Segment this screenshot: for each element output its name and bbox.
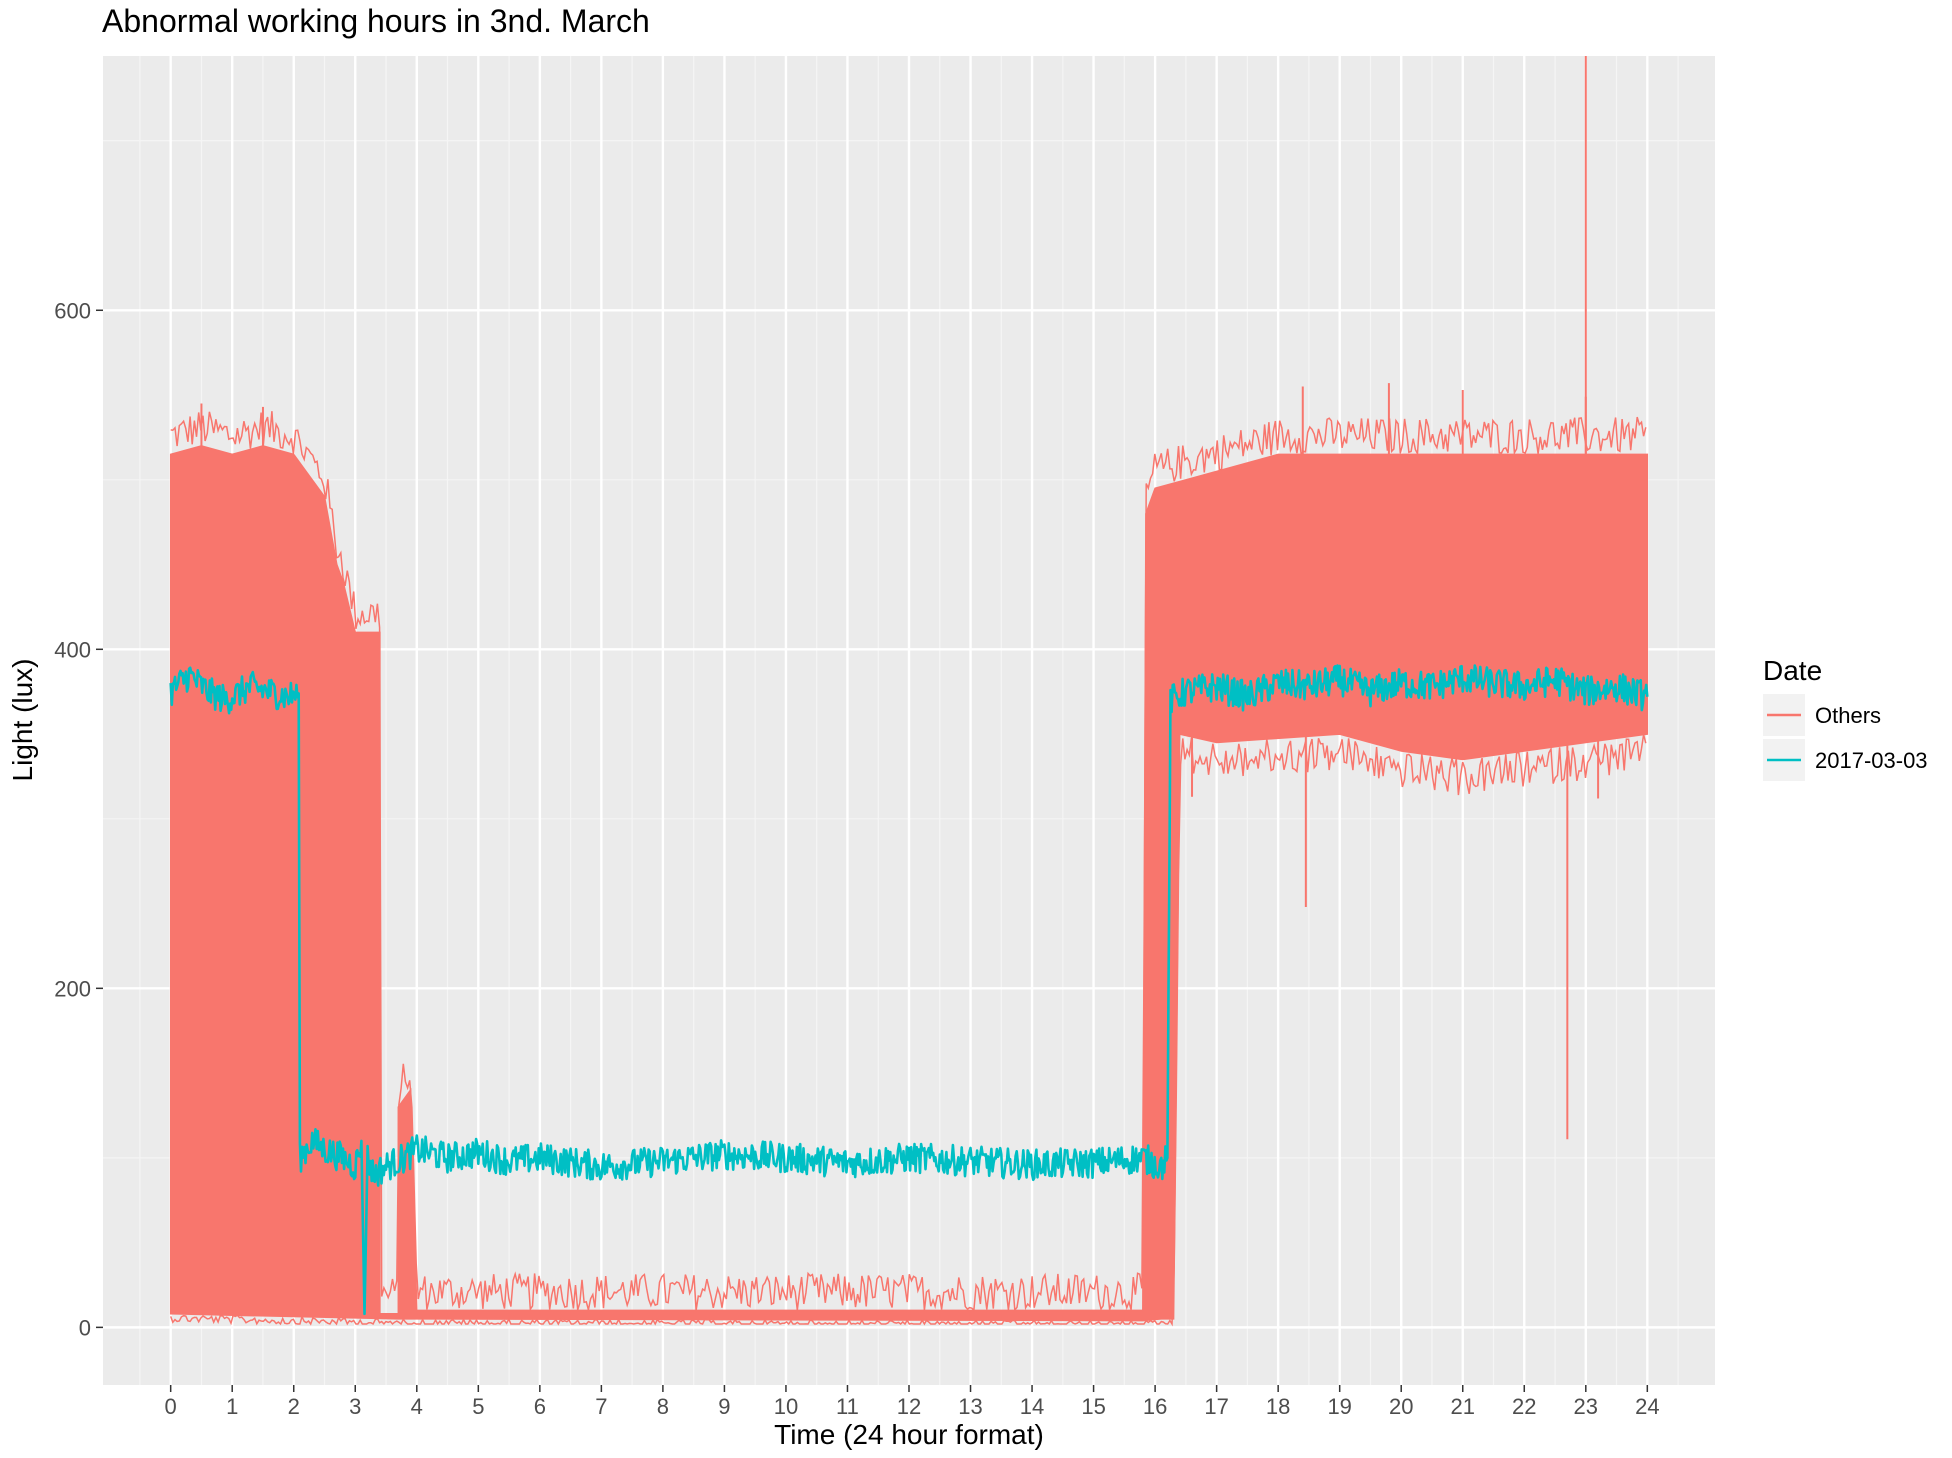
x-tick-label: 1 <box>226 1394 238 1419</box>
x-tick-label: 3 <box>349 1394 361 1419</box>
series-layer <box>169 56 1649 1327</box>
legend-label-2017-03-03: 2017-03-03 <box>1815 748 1928 773</box>
legend-entry-others: Others <box>1763 694 1881 736</box>
x-axis-title: Time (24 hour format) <box>774 1419 1044 1450</box>
x-tick-label: 5 <box>472 1394 484 1419</box>
x-tick-label: 20 <box>1389 1394 1413 1419</box>
x-tick-label: 11 <box>836 1394 859 1419</box>
x-tick-label: 13 <box>958 1394 982 1419</box>
x-tick-label: 6 <box>534 1394 546 1419</box>
y-tick-label: 200 <box>54 976 91 1001</box>
x-tick-label: 4 <box>411 1394 423 1419</box>
x-tick-label: 10 <box>774 1394 798 1419</box>
x-tick-label: 17 <box>1204 1394 1228 1419</box>
y-tick-label: 400 <box>54 637 91 662</box>
others-upper-noise <box>170 411 1647 1312</box>
x-tick-label: 23 <box>1574 1394 1598 1419</box>
x-tick-label: 12 <box>897 1394 921 1419</box>
x-tick-label: 7 <box>595 1394 607 1419</box>
y-axis-title: Light (lux) <box>7 659 38 782</box>
series-2017-03-03-line <box>169 664 1649 1316</box>
x-tick-label: 0 <box>165 1394 177 1419</box>
others-lower-noise <box>169 734 1647 1327</box>
chart-title: Abnormal working hours in 3nd. March <box>102 3 650 39</box>
y-tick-label: 0 <box>79 1315 91 1340</box>
x-tick-label: 8 <box>657 1394 669 1419</box>
legend-title: Date <box>1763 655 1822 686</box>
series-2017-03-03 <box>169 664 1649 1316</box>
x-tick-label: 16 <box>1143 1394 1167 1419</box>
x-tick-label: 24 <box>1635 1394 1659 1419</box>
x-tick-label: 15 <box>1081 1394 1105 1419</box>
legend: Date Others 2017-03-03 <box>1763 655 1928 781</box>
x-tick-label: 18 <box>1266 1394 1290 1419</box>
y-axis: 0 200 400 600 <box>54 298 103 1340</box>
y-tick-label: 600 <box>54 298 91 323</box>
legend-label-others: Others <box>1815 703 1881 728</box>
x-tick-label: 19 <box>1327 1394 1351 1419</box>
x-tick-label: 9 <box>718 1394 730 1419</box>
x-tick-label: 2 <box>288 1394 300 1419</box>
x-tick-label: 22 <box>1512 1394 1536 1419</box>
series-others <box>169 56 1649 1327</box>
x-axis: 0 1 2 3 4 5 6 7 8 9 10 11 12 13 14 15 16 17 18 19 20 21 22 23 24 <box>165 1385 1660 1419</box>
x-tick-label: 14 <box>1020 1394 1044 1419</box>
x-tick-label: 21 <box>1450 1394 1474 1419</box>
legend-entry-2017-03-03: 2017-03-03 <box>1763 739 1928 781</box>
